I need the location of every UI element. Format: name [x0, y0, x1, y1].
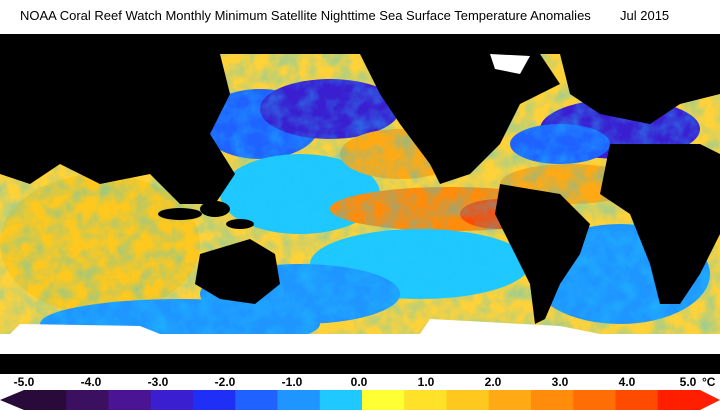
- sst-anomaly-map: [0, 34, 720, 374]
- colorbar-arrow-left: [0, 390, 24, 410]
- colorbar-swatch: [615, 390, 659, 410]
- tick-label: 3.0: [551, 375, 569, 389]
- sea-ice: [0, 54, 720, 354]
- map-title: NOAA Coral Reef Watch Monthly Minimum Sa…: [0, 8, 720, 30]
- tick-label: -2.0: [214, 375, 236, 389]
- colorbar-swatch: [108, 390, 152, 410]
- colorbar-swatch: [193, 390, 236, 410]
- colorbar-arrow-right: [700, 390, 720, 410]
- tick-label: -1.0: [281, 375, 303, 389]
- colorbar: [0, 390, 720, 410]
- colorbar-swatch: [657, 390, 701, 410]
- tick-label: 5.0: [679, 375, 697, 389]
- colorbar-swatch: [66, 390, 109, 410]
- tick-label: -4.0: [80, 375, 102, 389]
- colorbar-swatch: [488, 390, 532, 410]
- tick-label: 1.0: [417, 375, 435, 389]
- colorbar-swatch: [531, 390, 574, 410]
- colorbar-swatch: [573, 390, 616, 410]
- colorbar-swatch: [446, 390, 490, 410]
- colorbar-swatches: [0, 390, 720, 410]
- colorbar-swatch: [319, 390, 363, 410]
- colorbar-swatch: [404, 390, 447, 410]
- colorbar-swatch: [24, 390, 67, 410]
- tick-label: -3.0: [147, 375, 169, 389]
- title-date: Jul 2015: [620, 8, 670, 23]
- colorbar-swatch: [150, 390, 194, 410]
- legend-unit: °C: [702, 375, 716, 389]
- color-legend: -5.0 -4.0 -3.0 -2.0 -1.0 0.0 1.0 2.0 3.0…: [0, 374, 720, 411]
- tick-label: 0.0: [350, 375, 368, 389]
- colorbar-swatch: [362, 390, 405, 410]
- tick-label: -5.0: [13, 375, 35, 389]
- land: [0, 34, 720, 374]
- title-text: NOAA Coral Reef Watch Monthly Minimum Sa…: [20, 8, 591, 23]
- tick-label: 4.0: [618, 375, 636, 389]
- tick-label: 2.0: [484, 375, 502, 389]
- colorbar-swatch: [235, 390, 278, 410]
- colorbar-swatch: [277, 390, 321, 410]
